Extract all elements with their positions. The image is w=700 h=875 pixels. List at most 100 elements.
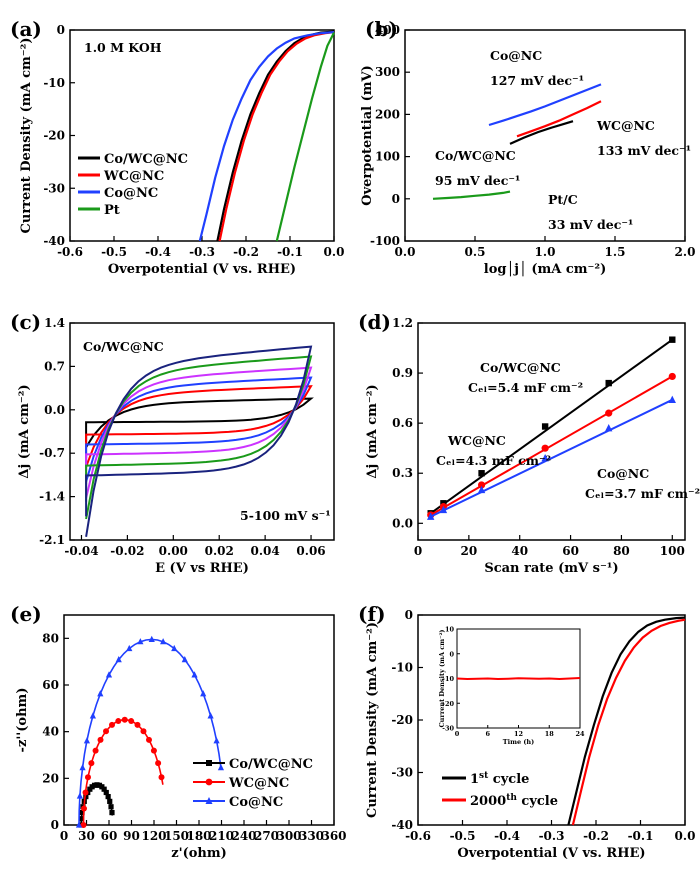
x-tick-label-1: -0.5 (101, 245, 127, 259)
y-tick-label-1: 60 (42, 678, 59, 692)
tafel-line-WC@NC (516, 100, 602, 138)
y-tick-label-4: 0.0 (392, 516, 413, 530)
nyquist-point-Co@NC-22 (160, 638, 167, 645)
x-tick-label-5: 150 (164, 829, 189, 843)
nyquist-point-WC@NC-22 (128, 718, 135, 725)
nyquist-point-Co@NC-4 (79, 764, 86, 771)
x-tick-label-0: 0 (414, 544, 422, 558)
x-tick-label-0: 0.0 (395, 245, 416, 259)
data-point-Co@NC-2 (477, 485, 486, 494)
x-tick-label-2: 40 (511, 544, 528, 558)
nyquist-point-WC@NC-0 (80, 822, 87, 828)
y-tick-label-4: -1.4 (39, 490, 65, 504)
nyquist-point-WC@NC-32 (155, 760, 162, 767)
tick-labels: 0 20 40 60 80 100 1.2 0.9 0.6 0.3 0.0 (392, 316, 685, 558)
x-tick-label-1: 0.5 (465, 245, 486, 259)
x-tick-label-4: 80 (613, 544, 630, 558)
nyquist-point-WC@NC-26 (140, 728, 147, 735)
data-point-Co/WC@NC-3 (541, 423, 549, 430)
y-axis-label: Overpotential (mV) (360, 65, 375, 205)
data-point-Co@NC-3 (541, 454, 549, 462)
x-tick-label-1: 30 (78, 829, 95, 843)
nyquist-point-WC@NC-10 (92, 747, 99, 754)
cdl-label-1-1: Cₑₗ=4.3 mF cm⁻² (436, 453, 551, 468)
tafel-label-1-0: WC@NC (596, 118, 655, 133)
y-tick-label-2: -20 (391, 713, 413, 727)
inset-y-tick-label-0: 10 (445, 626, 455, 634)
y-tick-label-1: 0.9 (392, 366, 413, 380)
legend-entry-2: Co@NC (229, 795, 283, 810)
y-tick-label-0: 0 (57, 23, 65, 37)
data-point-Co/WC@NC-4 (605, 379, 612, 387)
x-tick-label-6: 0.0 (324, 245, 345, 259)
nyquist-line-Co@NC (78, 638, 222, 826)
legend-entry-2: Co@NC (104, 186, 158, 201)
y-tick-label-1: -10 (391, 661, 413, 675)
nyquist-line-WC@NC (82, 718, 164, 826)
cdl-label-2-1: Cₑₗ=3.7 mF cm⁻² (585, 486, 700, 501)
nyquist-point-Co/WC@NC-2 (78, 816, 85, 822)
nyquist-point-Co/WC@NC-32 (107, 798, 113, 804)
nyquist-point-WC@NC-24 (134, 721, 141, 728)
y-tick-label-0: 400 (375, 23, 400, 37)
x-tick-label-4: -0.2 (583, 829, 609, 843)
cv-loop-50 (85, 366, 313, 499)
tafel-line-Co@NC (488, 83, 602, 127)
inset-y-axis-label: Current Density (mA cm⁻²) (438, 630, 446, 728)
x-axis-label: log│j│ (mA cm⁻²) (484, 260, 606, 277)
x-tick-label-2: 60 (101, 829, 118, 843)
legend-sup-1: th (506, 793, 517, 803)
data-point-Co@NC-5 (668, 395, 676, 403)
tafel-label-0-1: 95 mV dec⁻¹ (435, 173, 520, 188)
y-tick-label-3: -30 (391, 766, 413, 780)
y-tick-label-3: 100 (375, 150, 400, 164)
panel-label: (e) (10, 602, 42, 626)
panel-label: (c) (10, 310, 41, 334)
nyquist-point-WC@NC-8 (88, 760, 95, 767)
inset-x-axis-label: Time (h) (503, 738, 534, 746)
x-tick-label-1: -0.5 (450, 829, 476, 843)
data-point-WC@NC-2 (477, 481, 486, 489)
fit-line-Co@NC (430, 398, 673, 518)
x-tick-label-0: 0 (60, 829, 68, 843)
inset-x-tick-label-2: 12 (514, 730, 523, 738)
x-tick-label-7: 210 (209, 829, 234, 843)
x-tick-label-4: -0.2 (233, 245, 259, 259)
inset-x-tick-label-3: 18 (545, 730, 555, 738)
x-tick-label-2: -0.4 (145, 245, 171, 259)
legend-entry-0: Co/WC@NC (229, 757, 313, 772)
y-tick-label-3: 0.3 (392, 466, 413, 480)
x-tick-label-5: 0.06 (296, 544, 325, 558)
sample-annotation: Co/WC@NC (83, 339, 164, 354)
fit-line-Co/WC@NC (430, 338, 673, 515)
series-line-Co/WC@NC (216, 30, 335, 242)
y-tick-label-4: -40 (391, 818, 413, 832)
inset-x-tick-label-0: 0 (455, 730, 460, 738)
x-axis-label: Overpotential (V vs. RHE) (108, 262, 296, 277)
x-axis-label: E (V vs RHE) (155, 561, 249, 576)
nyquist-point-WC@NC-30 (150, 747, 157, 754)
nyquist-point-Co/WC@NC-26 (101, 786, 107, 792)
panel-d: 0 20 40 60 80 100 1.2 0.9 0.6 0.3 0.0 Scan rate (mV… (358, 310, 700, 576)
nyquist-point-Co@NC-28 (191, 671, 198, 678)
tafel-label-2-1: 127 mV dec⁻¹ (490, 73, 584, 88)
inset-chart: 0 6 12 18 24 10 0 -10 -20 -30 Time (h) Current Dens… (438, 626, 585, 747)
x-tick-label-6: 0.0 (675, 829, 696, 843)
legend-marker-2 (205, 797, 213, 804)
data-point-Co/WC@NC-5 (669, 336, 676, 343)
nyquist-point-Co@NC-6 (83, 737, 91, 744)
tick-labels: -0.6 -0.5 -0.4 -0.3 -0.2 -0.1 0.0 0 -10 -20 -30 -40 (43, 23, 344, 259)
y-tick-label-1: -10 (43, 76, 65, 90)
cdl-label-2-0: Co@NC (597, 466, 649, 481)
nyquist-point-Co/WC@NC-10 (83, 793, 89, 800)
data-point-Co@NC-0 (427, 512, 435, 520)
x-tick-label-0: -0.6 (405, 829, 431, 843)
x-tick-label-4: 120 (141, 829, 166, 843)
panel-f: -0.6 -0.5 -0.4 -0.3 -0.2 -0.1 0.0 0 -10 -20 -30 -40… (358, 602, 695, 861)
legend-sup-0: st (479, 771, 489, 781)
y-axis-label: Δj (mA cm⁻²) (365, 384, 380, 478)
scan-rate-annotation: 5-100 mV s⁻¹ (240, 508, 331, 523)
tafel-label-3-0: Pt/C (548, 192, 578, 207)
x-tick-label-5: -0.1 (277, 245, 303, 259)
